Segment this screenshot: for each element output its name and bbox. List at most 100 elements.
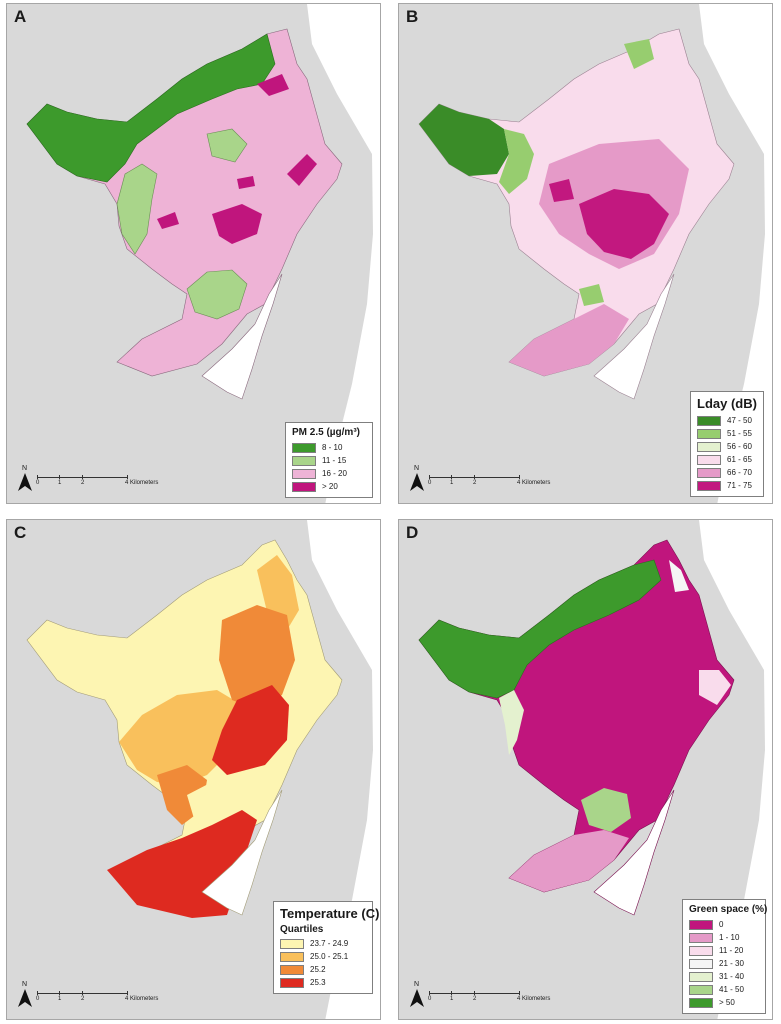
- legend-item: 71 - 75: [697, 479, 757, 492]
- legend-item: 41 - 50: [689, 983, 759, 996]
- hot-3: [287, 154, 317, 186]
- south-pink: [509, 304, 629, 376]
- scale-end-label: 4 Kilometers: [125, 480, 159, 486]
- scale-tick: [429, 475, 430, 479]
- land-white: [699, 4, 772, 503]
- legend-items: 47 - 50 51 - 55 56 - 60 61 - 65 66 - 70 71 - …: [697, 414, 757, 492]
- legend-label: 11 - 20: [719, 946, 744, 955]
- map-c-svg: [26, 520, 380, 1019]
- scale-tick: [82, 475, 83, 479]
- scale-tick: [429, 991, 430, 995]
- hot-5: [237, 176, 255, 189]
- hot-band: [579, 189, 669, 259]
- green-small: [579, 284, 604, 306]
- legend-swatch: [697, 428, 721, 439]
- scale-end-label: 4 Kilometers: [517, 996, 551, 1002]
- legend-label: 25.0 - 25.1: [310, 952, 349, 961]
- scale-bar: 0 1 2 4 Kilometers: [428, 991, 550, 1005]
- hot-left: [549, 179, 574, 202]
- port: [201, 789, 283, 916]
- scale-tick: [127, 991, 128, 995]
- legend-label: 25.2: [310, 965, 326, 974]
- north-arrow-icon: N: [409, 981, 425, 1009]
- scale-tick: [451, 475, 452, 479]
- scale-tick-label: 1: [58, 996, 62, 1002]
- white-edge: [669, 560, 689, 592]
- scale-tick: [59, 475, 60, 479]
- scale-tick: [59, 991, 60, 995]
- legend-label: 8 - 10: [322, 443, 343, 452]
- legend-label: 16 - 20: [322, 469, 347, 478]
- legend-title: Lday (dB): [697, 396, 757, 411]
- legend-swatch: [280, 938, 304, 949]
- legend-swatch: [697, 415, 721, 426]
- legend-item: 25.0 - 25.1: [280, 950, 366, 963]
- scale-tick-label: 1: [450, 480, 454, 486]
- panel-label: A: [14, 7, 27, 26]
- scale-tick-label: 0: [36, 996, 40, 1002]
- legend-label: 21 - 30: [719, 959, 744, 968]
- legend-green-space: Green space (%) 0 1 - 10 11 - 20 21 - 30 31 …: [682, 899, 768, 1014]
- land-white: [699, 520, 772, 1019]
- green-light-3: [206, 128, 248, 163]
- legend-item: 31 - 40: [689, 970, 759, 983]
- scale-tick-label: 0: [428, 996, 432, 1002]
- scale-tick: [519, 991, 520, 995]
- legend-label: 66 - 70: [727, 468, 752, 477]
- green-light-2: [186, 269, 248, 320]
- legend-label: 51 - 55: [727, 429, 752, 438]
- scale-tick-label: 2: [81, 480, 85, 486]
- legend-label: 41 - 50: [719, 985, 744, 994]
- legend-item: > 50: [689, 996, 759, 1009]
- legend-swatch: [689, 919, 713, 930]
- legend-swatch: [697, 480, 721, 491]
- legend-item: 8 - 10: [292, 441, 366, 454]
- legend-swatch: [689, 971, 713, 982]
- north-arrow-icon: N: [409, 465, 425, 493]
- legend-label: 31 - 40: [719, 972, 744, 981]
- scale-tick: [519, 475, 520, 479]
- legend-label: > 50: [719, 998, 735, 1007]
- north-arrow-icon: N: [17, 981, 33, 1009]
- legend-label: 47 - 50: [727, 416, 752, 425]
- pink-south: [509, 830, 629, 892]
- map-panel-d: D Green space (%) 0 1 - 10 11 - 20 21 - 30 3…: [398, 519, 773, 1020]
- green-dark: [418, 559, 662, 699]
- port: [593, 273, 675, 400]
- legend-swatch: [292, 468, 316, 479]
- legend-swatch: [292, 455, 316, 466]
- legend-swatch: [280, 964, 304, 975]
- legend-item: 16 - 20: [292, 467, 366, 480]
- scale-tick: [451, 991, 452, 995]
- scale-bar: 0 1 2 4 Kilometers: [36, 991, 158, 1005]
- light-band-left: [499, 690, 524, 755]
- legend-label: 71 - 75: [727, 481, 752, 490]
- scale-bar: 0 1 2 4 Kilometers: [36, 475, 158, 489]
- legend-title: PM 2.5 (µg/m³): [292, 427, 360, 438]
- legend-swatch: [689, 932, 713, 943]
- legend-item: 21 - 30: [689, 957, 759, 970]
- legend-subtitle: Quartiles: [280, 924, 324, 935]
- land-white: [307, 520, 380, 1019]
- legend-swatch: [689, 958, 713, 969]
- scale-tick-label: 1: [58, 480, 62, 486]
- legend-title: Green space (%): [689, 904, 768, 915]
- legend-swatch: [292, 442, 316, 453]
- panel-label: B: [406, 7, 419, 26]
- orange-light: [119, 690, 242, 785]
- scale-end-label: 4 Kilometers: [125, 996, 159, 1002]
- map-panel-b: B Lday (dB) 47 - 50 51 - 55 56 - 60 61 - 65…: [398, 3, 773, 504]
- legend-item: 25.3: [280, 976, 366, 989]
- scale-tick: [37, 475, 38, 479]
- scale-tick-label: 2: [473, 480, 477, 486]
- legend-swatch: [697, 467, 721, 478]
- hot-4: [157, 212, 179, 229]
- map-panel-c: C Temperature (C) Quartiles 23.7 - 24.9 2…: [6, 519, 381, 1020]
- legend-swatch: [292, 481, 316, 492]
- legend-item: 11 - 15: [292, 454, 366, 467]
- legend-item: 11 - 20: [689, 944, 759, 957]
- scale-tick: [474, 475, 475, 479]
- scale-tick: [127, 475, 128, 479]
- port: [593, 789, 675, 916]
- scale-tick-label: 0: [428, 480, 432, 486]
